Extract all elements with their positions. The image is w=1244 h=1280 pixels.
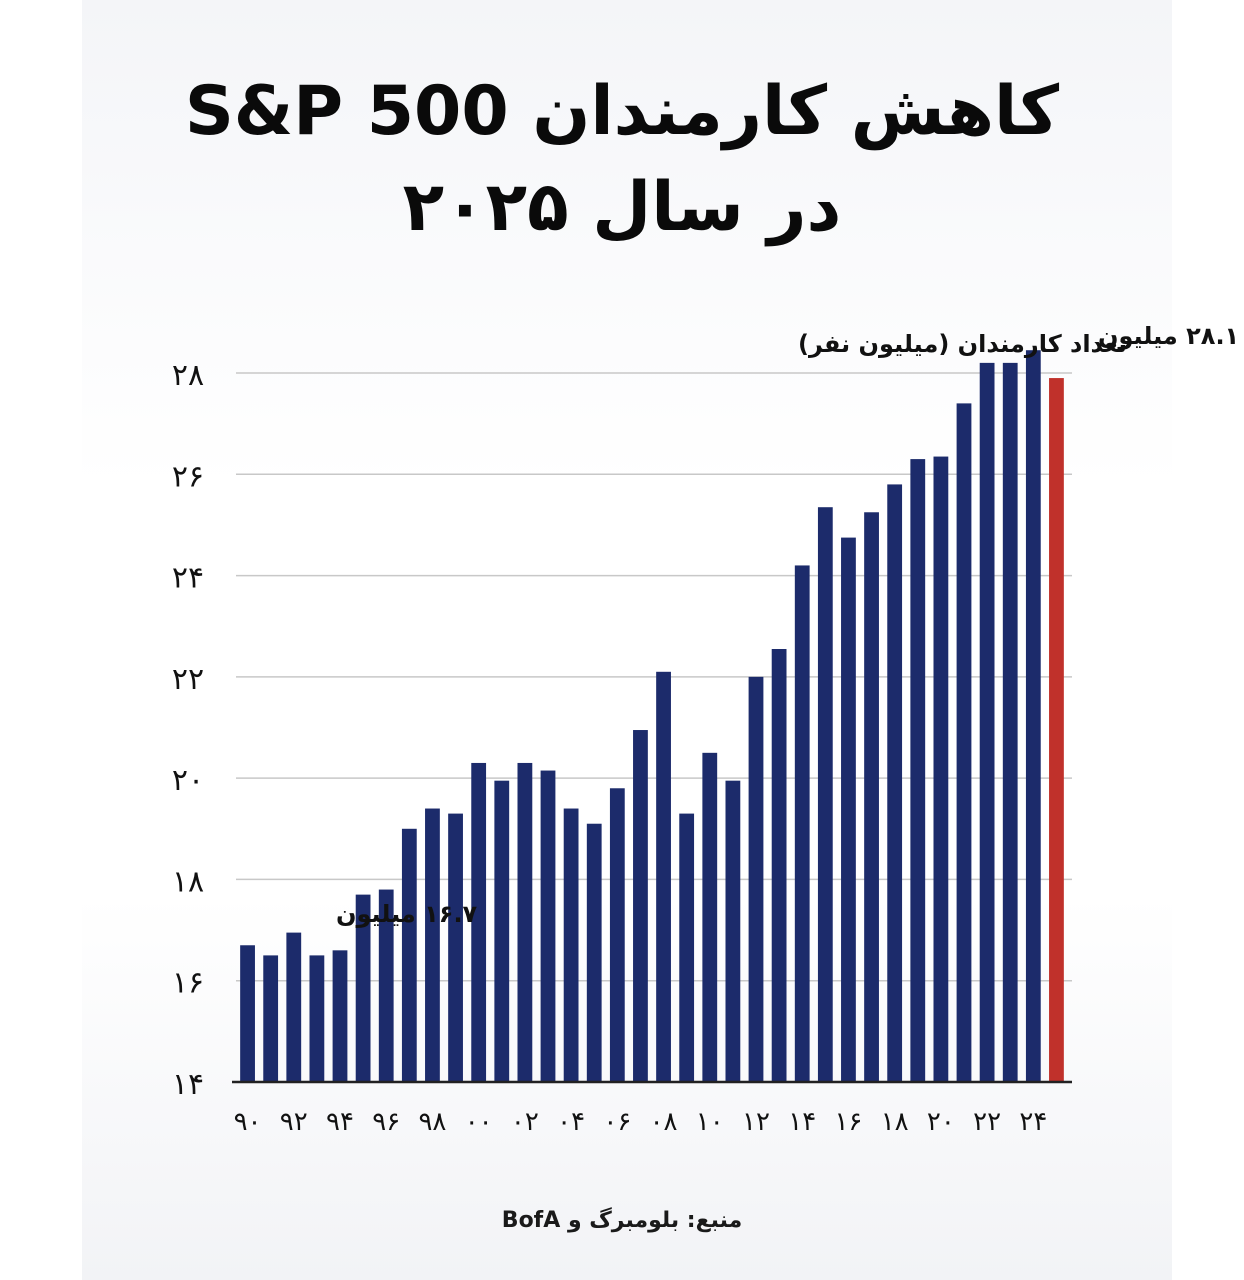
bars [240,350,1064,1083]
bar-2009 [679,813,695,1082]
bar-2017 [864,512,879,1082]
y-axis-label: تعداد کارمندان (میلیون نفر) [798,330,1127,358]
bar-2000 [471,762,487,1082]
y-tick-labels: ۱۴ ۱۶ ۱۸ ۲۰ ۲۲ ۲۴ ۲۶ ۲۸ [172,358,204,1102]
bar-2012 [748,676,764,1082]
x-tick-label: ۱۸ [881,1107,909,1137]
gridlines [236,372,1072,982]
bar-1993 [309,955,325,1082]
x-tick-label: ۹۸ [418,1107,446,1137]
chart-title-line2: در سال ۲۰۲۵ [402,168,842,247]
bar-2021 [956,403,972,1082]
bar-2004 [563,808,579,1082]
bar-2003 [540,770,556,1082]
bar-2020 [933,456,949,1083]
bar-2022 [979,362,995,1082]
annotation-peak: ۲۸.۱ میلیون [1098,322,1239,350]
x-tick-label: ۱۶ [834,1107,862,1137]
bar-2015 [817,507,833,1082]
x-tick-label: ۲۲ [973,1107,1001,1137]
x-tick-label: ۱۰ [696,1107,724,1137]
bar-2024 [1025,350,1041,1083]
bar-2001 [494,780,510,1082]
bar-2018 [887,484,903,1082]
x-tick-label: ۱۲ [742,1107,770,1137]
bar-1998 [425,808,440,1082]
x-tick-labels: ۹۰ ۹۲ ۹۴ ۹۶ ۹۸ ۰۰ ۰۲ ۰۴ ۰۶ ۰۸ ۱۰ ۱۲ ۱۴ ۱۶ ۱۸ ۲۰ ۲۲ ۲۴ [234,1107,1048,1137]
bar-1999 [448,813,463,1082]
bar-2019 [910,459,926,1082]
y-tick-label: ۲۰ [172,763,204,798]
x-tick-label: ۰۴ [557,1107,585,1137]
bar-2007 [633,730,648,1082]
bar-2016 [841,537,856,1082]
x-tick-label: ۲۰ [927,1107,955,1137]
x-tick-label: ۲۴ [1019,1107,1047,1137]
bar-1996 [378,889,394,1082]
bar-2025 [1049,378,1064,1082]
x-tick-label: ۱۴ [788,1107,816,1137]
x-tick-label: ۰۶ [603,1107,631,1137]
y-tick-label: ۲۴ [172,561,204,596]
chart-title-line1: کاهش کارمندان S&P 500 [184,72,1060,151]
bar-1995 [355,894,371,1082]
y-tick-label: ۲۸ [172,358,204,393]
x-tick-label: ۰۸ [650,1107,678,1137]
bar-2023 [1002,362,1018,1082]
bar-2011 [725,780,741,1082]
annotation-start: ۱۶.۷ میلیون [336,900,478,928]
x-tick-label: ۹۴ [326,1107,354,1137]
bar-1990 [240,945,255,1082]
bar-1997 [401,828,417,1082]
bar-2014 [794,565,810,1082]
bar-2013 [771,649,787,1082]
source-note: منبع: بلومبرگ و BofA [501,1208,743,1233]
bar-2010 [702,752,718,1082]
bar-1991 [263,955,279,1082]
y-tick-label: ۲۲ [172,662,204,697]
bar-1992 [286,932,302,1082]
y-tick-label: ۲۶ [172,459,204,494]
bar-2006 [609,788,625,1082]
y-tick-label: ۱۴ [172,1067,204,1102]
y-tick-label: ۱۸ [172,864,204,899]
bar-2005 [586,823,602,1082]
bar-1994 [332,950,348,1082]
x-tick-label: ۹۶ [372,1107,400,1137]
bar-2008 [656,671,671,1082]
x-tick-label: ۹۰ [234,1107,262,1137]
x-tick-label: ۰۰ [465,1107,493,1137]
annotations: ۱۶.۷ میلیون ۲۸.۱ میلیون [336,322,1239,928]
x-tick-label: ۰۲ [511,1107,539,1137]
bar-2002 [517,762,533,1082]
x-tick-label: ۹۲ [280,1107,308,1137]
y-tick-label: ۱۶ [172,966,204,1001]
